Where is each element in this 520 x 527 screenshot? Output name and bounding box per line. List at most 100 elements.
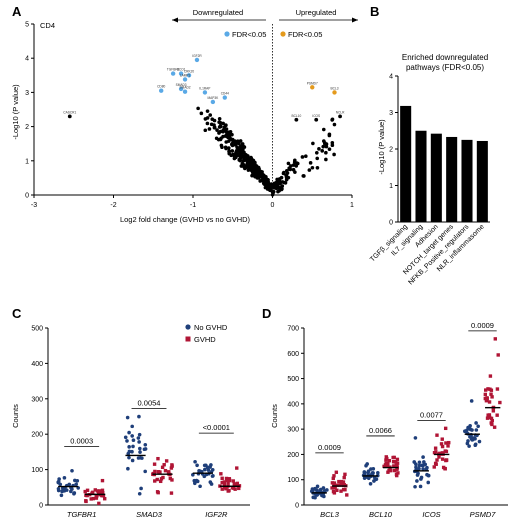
c-no-gvhd-point [56, 487, 61, 491]
c-no-gvhd-point [75, 478, 80, 483]
c-no-gvhd-point [60, 489, 65, 493]
d-no-gvhd-point [413, 484, 417, 489]
a-highlight-label: CD44 [221, 92, 229, 96]
a-point [332, 122, 337, 127]
a-point [291, 167, 296, 172]
a-point [238, 139, 243, 143]
c-y-tick-label: 0 [39, 503, 43, 510]
d-gvhd-point [392, 464, 396, 468]
a-y-tick-label: 4 [25, 56, 29, 63]
d-no-gvhd-point [412, 460, 417, 464]
d-gvhd-point [446, 444, 450, 448]
c-gvhd-point [101, 491, 105, 495]
d-gvhd-point [491, 409, 496, 413]
c-no-gvhd-point [127, 445, 131, 449]
a-point [264, 183, 269, 188]
d-no-gvhd-point [362, 471, 367, 475]
c-gvhd-point [227, 478, 232, 483]
d-no-gvhd-point [318, 489, 323, 493]
a-point [324, 144, 329, 149]
d-no-gvhd-point [368, 481, 373, 486]
c-gvhd-point [153, 479, 157, 483]
a-point [215, 128, 219, 132]
a-highlight-point [194, 57, 200, 63]
c-no-gvhd-point [210, 467, 215, 472]
a-point [212, 123, 216, 127]
c-no-gvhd-point [126, 466, 130, 471]
c-gvhd-point [94, 493, 98, 498]
a-point [308, 161, 313, 165]
d-gvhd-point [395, 473, 399, 478]
a-point [242, 158, 246, 163]
c-no-gvhd-point [130, 449, 134, 454]
a-point [254, 164, 259, 168]
c-no-gvhd-point [70, 468, 74, 473]
d-gvhd-point [330, 486, 334, 490]
a-point [203, 117, 208, 121]
panel-b-ylabel: -Log10 (P value) [377, 119, 386, 175]
a-highlight-point [178, 86, 184, 92]
c-no-gvhd-point [130, 458, 135, 463]
c-no-gvhd-point [193, 460, 197, 464]
a-point [207, 127, 212, 131]
d-gvhd-point [440, 437, 444, 441]
a-highlight-label: SMAD2 [180, 86, 191, 90]
d-gvhd-point [498, 400, 502, 405]
c-gvhd-point [219, 472, 223, 476]
a-point [258, 179, 263, 183]
a-highlight-label: LAMP1 [180, 73, 191, 77]
d-y-tick-label: 100 [287, 477, 299, 484]
a-point [324, 150, 328, 155]
a-point [218, 121, 223, 125]
c-no-gvhd-point [74, 482, 79, 487]
a-point [321, 127, 326, 132]
c-p-value: <0.0001 [203, 423, 230, 432]
a-point [274, 184, 279, 189]
c-gvhd-point [224, 487, 228, 491]
d-gvhd-point [343, 472, 347, 477]
a-highlight-label: BCL3 [331, 86, 339, 90]
d-gvhd-point [488, 374, 493, 378]
d-gvhd-point [395, 457, 400, 462]
a-point [282, 180, 286, 185]
a-point [300, 155, 305, 159]
d-gvhd-point [490, 422, 494, 427]
d-no-gvhd-point [469, 434, 473, 439]
a-x-tick-label: 1 [350, 202, 354, 209]
d-gvhd-point [439, 442, 444, 446]
d-gvhd-point [333, 485, 337, 489]
d-y-tick-label: 0 [295, 503, 299, 510]
c-no-gvhd-point [208, 480, 213, 484]
a-highlight-point [186, 73, 192, 78]
a-point [321, 144, 326, 149]
panel-c-ylabel: Counts [11, 404, 20, 428]
a-point [67, 114, 72, 119]
a-point [224, 140, 229, 144]
a-point [241, 144, 246, 149]
panel-d: D 0 100 200 300 400 500 600 700 0.0009 BCL3 0.0066… [262, 306, 508, 519]
a-point [217, 125, 222, 129]
d-y-tick-label: 300 [287, 427, 299, 434]
c-gvhd-point [97, 501, 101, 506]
c-gvhd-point [159, 477, 164, 481]
d-gvhd-point [338, 483, 342, 487]
panel-a-xlabel: Log2 fold change (GVHD vs no GVHD) [120, 215, 251, 224]
d-no-gvhd-point [476, 424, 480, 429]
d-gvhd-point [490, 419, 494, 423]
d-y-tick-label: 500 [287, 376, 299, 383]
a-point [254, 167, 259, 172]
a-point-label: BCL10 [291, 114, 301, 118]
a-point [289, 164, 293, 168]
upregulated-label: Upregulated [296, 8, 337, 17]
a-point [322, 141, 327, 145]
a-point [315, 166, 320, 170]
d-no-gvhd-point [469, 399, 474, 403]
d-gvhd-point [396, 471, 400, 475]
a-point-label: ICOS [312, 114, 320, 118]
a-point [284, 177, 289, 182]
panel-b-title-line2: pathways (FDR<0.05) [406, 63, 484, 72]
a-point [286, 161, 291, 166]
a-point [261, 181, 266, 186]
a-point [295, 161, 300, 166]
